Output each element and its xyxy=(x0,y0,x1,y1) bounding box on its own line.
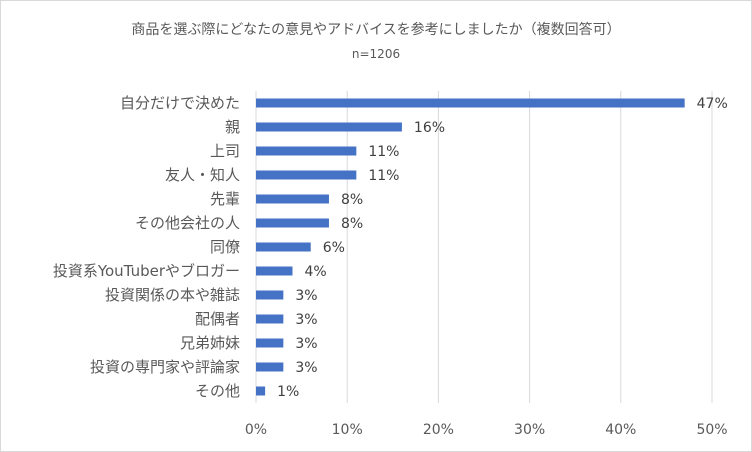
category-label: その他 xyxy=(195,382,240,400)
bar xyxy=(256,98,685,108)
gridlines xyxy=(255,91,713,403)
data-label: 8% xyxy=(341,216,363,232)
x-tick-label: 10% xyxy=(332,422,363,438)
category-label: 投資関係の本や雑誌 xyxy=(105,286,240,304)
bar xyxy=(256,314,284,324)
category-label: 同僚 xyxy=(210,238,240,256)
category-labels: 自分だけで決めた親上司友人・知人先輩その他会社の人同僚投資系YouTuberやブ… xyxy=(53,94,240,400)
data-label: 11% xyxy=(368,144,399,160)
category-label: 兄弟姉妹 xyxy=(180,334,240,352)
x-tick-label: 50% xyxy=(696,422,727,438)
category-label: 配偶者 xyxy=(195,310,240,328)
category-label: 投資の専門家や評論家 xyxy=(90,358,240,376)
data-label: 11% xyxy=(368,168,399,184)
bar xyxy=(256,170,357,180)
data-label: 3% xyxy=(295,360,317,376)
bar xyxy=(256,194,329,204)
bar xyxy=(256,362,284,372)
bar xyxy=(256,146,357,156)
category-label: その他会社の人 xyxy=(135,214,240,232)
bar xyxy=(256,122,402,132)
bar xyxy=(256,338,284,348)
x-tick-label: 20% xyxy=(423,422,454,438)
data-label: 16% xyxy=(414,120,445,136)
data-label: 6% xyxy=(323,240,345,256)
category-label: 友人・知人 xyxy=(165,166,240,184)
bar xyxy=(256,218,329,228)
bar xyxy=(256,266,293,276)
category-label: 自分だけで決めた xyxy=(120,94,240,112)
data-label: 3% xyxy=(295,336,317,352)
bar xyxy=(256,242,311,252)
x-axis-tick-labels: 0% 10% 20% 30% 40% 50% xyxy=(245,422,728,438)
chart-title: 商品を選ぶ際にどなたの意見やアドバイスを参考にしましたか（複数回答可） xyxy=(131,21,620,38)
x-tick-label: 40% xyxy=(605,422,636,438)
category-label: 親 xyxy=(225,118,240,136)
bar xyxy=(256,290,284,300)
x-tick-label: 0% xyxy=(245,422,267,438)
category-label: 先輩 xyxy=(210,190,240,208)
category-label: 投資系YouTuberやブロガー xyxy=(53,262,240,280)
data-label: 3% xyxy=(295,288,317,304)
bar xyxy=(256,386,266,396)
data-label: 1% xyxy=(277,384,299,400)
x-tick-label: 30% xyxy=(514,422,545,438)
data-label: 8% xyxy=(341,192,363,208)
data-label: 47% xyxy=(697,96,728,112)
bars: 47% 16% 11% 11% 8% 8% 6% 4% 3% 3% 3% 3% 1% xyxy=(256,96,728,400)
category-label: 上司 xyxy=(210,142,240,160)
chart-subtitle: n=1206 xyxy=(352,47,400,61)
data-label: 3% xyxy=(295,312,317,328)
data-label: 4% xyxy=(304,264,326,280)
